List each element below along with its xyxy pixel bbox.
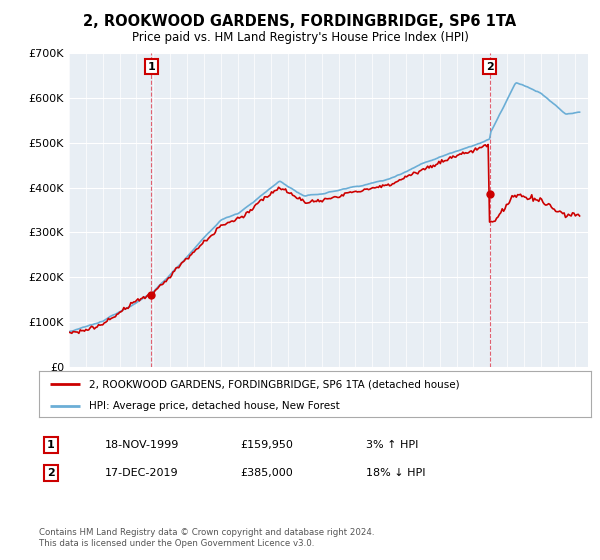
Text: 18-NOV-1999: 18-NOV-1999 — [105, 440, 179, 450]
Text: 18% ↓ HPI: 18% ↓ HPI — [366, 468, 425, 478]
Text: £159,950: £159,950 — [240, 440, 293, 450]
Text: 3% ↑ HPI: 3% ↑ HPI — [366, 440, 418, 450]
Text: Contains HM Land Registry data © Crown copyright and database right 2024.
This d: Contains HM Land Registry data © Crown c… — [39, 528, 374, 548]
Text: 2, ROOKWOOD GARDENS, FORDINGBRIDGE, SP6 1TA: 2, ROOKWOOD GARDENS, FORDINGBRIDGE, SP6 … — [83, 14, 517, 29]
Text: Price paid vs. HM Land Registry's House Price Index (HPI): Price paid vs. HM Land Registry's House … — [131, 31, 469, 44]
Text: 2, ROOKWOOD GARDENS, FORDINGBRIDGE, SP6 1TA (detached house): 2, ROOKWOOD GARDENS, FORDINGBRIDGE, SP6 … — [89, 379, 460, 389]
Text: 1: 1 — [47, 440, 55, 450]
Text: £385,000: £385,000 — [240, 468, 293, 478]
Text: HPI: Average price, detached house, New Forest: HPI: Average price, detached house, New … — [89, 401, 340, 410]
Text: 2: 2 — [47, 468, 55, 478]
Text: 2: 2 — [486, 62, 493, 72]
Text: 17-DEC-2019: 17-DEC-2019 — [105, 468, 179, 478]
Text: 1: 1 — [148, 62, 155, 72]
